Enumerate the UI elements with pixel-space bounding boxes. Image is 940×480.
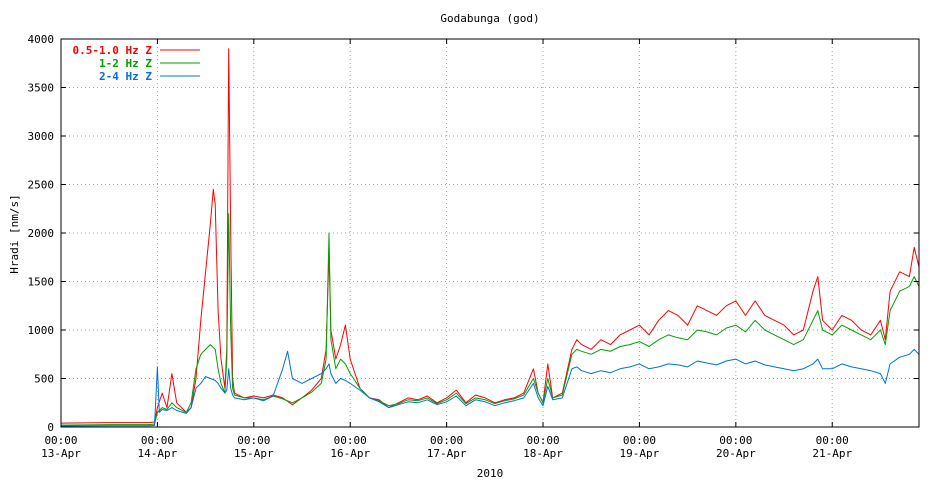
series-line-2: [60, 348, 920, 427]
y-tick-label: 3500: [28, 82, 55, 95]
legend-label-1: 1-2 Hz Z: [99, 57, 152, 70]
x-tick-date: 13-Apr: [41, 447, 81, 460]
chart-title: Godabunga (god): [440, 12, 539, 25]
legend: 0.5-1.0 Hz Z1-2 Hz Z2-4 Hz Z: [73, 44, 200, 83]
x-tick-date: 15-Apr: [234, 447, 274, 460]
x-tick-date: 21-Apr: [812, 447, 852, 460]
x-tick-date: 16-Apr: [330, 447, 370, 460]
x-tick-time: 00:00: [334, 434, 367, 447]
x-tick-time: 00:00: [719, 434, 752, 447]
y-tick-label: 500: [34, 373, 54, 386]
x-tick-time: 00:00: [816, 434, 849, 447]
x-tick-time: 00:00: [526, 434, 559, 447]
y-tick-label: 2000: [28, 227, 55, 240]
x-tick-date: 14-Apr: [138, 447, 178, 460]
y-axis-label: Hradi [nm/s]: [8, 194, 21, 273]
x-tick-time: 00:00: [623, 434, 656, 447]
legend-label-2: 2-4 Hz Z: [99, 70, 152, 83]
y-tick-label: 3000: [28, 130, 55, 143]
x-tick-time: 00:00: [141, 434, 174, 447]
legend-label-0: 0.5-1.0 Hz Z: [73, 44, 153, 57]
y-tick-label: 1500: [28, 276, 55, 289]
grid-layer: [61, 39, 919, 427]
x-tick-date: 17-Apr: [427, 447, 467, 460]
x-tick-time: 00:00: [44, 434, 77, 447]
series-layer: [60, 48, 920, 427]
series-line-1: [60, 213, 920, 426]
x-tick-time: 00:00: [237, 434, 270, 447]
x-tick-date: 19-Apr: [620, 447, 660, 460]
x-tick-date: 20-Apr: [716, 447, 756, 460]
y-tick-label: 4000: [28, 33, 55, 46]
y-tick-label: 2500: [28, 179, 55, 192]
tick-layer: 0500100015002000250030003500400000:0013-…: [28, 33, 919, 460]
y-tick-label: 0: [47, 421, 54, 434]
y-tick-label: 1000: [28, 324, 55, 337]
series-line-0: [60, 48, 920, 424]
x-tick-date: 18-Apr: [523, 447, 563, 460]
x-tick-time: 00:00: [430, 434, 463, 447]
x-axis-label: 2010: [477, 467, 504, 480]
